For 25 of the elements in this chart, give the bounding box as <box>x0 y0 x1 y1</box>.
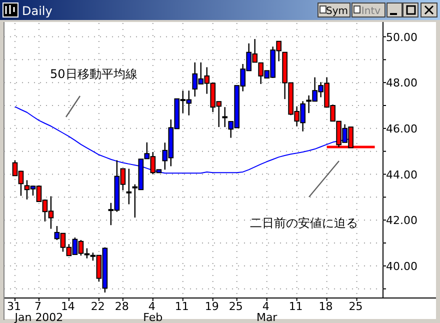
x-tick-label: 25 <box>348 300 363 313</box>
x-tick-label: 22 <box>90 300 105 313</box>
x-tick-label: 19 <box>204 300 219 313</box>
y-tick-label: 46.00 <box>386 122 418 136</box>
y-tick-label: 40.00 <box>386 260 418 273</box>
x-tick-label: 14 <box>60 300 75 313</box>
y-tick-label: 50.00 <box>386 30 418 44</box>
x-tick-label: 11 <box>288 300 303 313</box>
title: Daily <box>22 4 52 18</box>
x-tick-label: 7 <box>34 300 42 313</box>
annotation: Feb <box>143 311 163 323</box>
y-tick-label: 48.00 <box>386 76 418 90</box>
x-tick-label: 18 <box>318 300 333 313</box>
y-tick-label: 42.00 <box>386 214 418 228</box>
annotation: Mar <box>256 311 278 323</box>
x-tick-label: 28 <box>114 300 129 313</box>
x-tick-label: 4 <box>262 300 270 313</box>
x-tick-label: 11 <box>174 300 189 313</box>
annotation: 二日前の安値に迫る <box>250 216 358 230</box>
y-tick-label: 44.00 <box>386 168 418 182</box>
annotation: 50日移動平均線 <box>50 67 138 81</box>
x-tick-label: 25 <box>228 300 243 313</box>
x-tick-label: 4 <box>148 300 156 313</box>
annotation: Jan 2002 <box>14 311 64 323</box>
x-tick-label: 31 <box>6 300 21 313</box>
